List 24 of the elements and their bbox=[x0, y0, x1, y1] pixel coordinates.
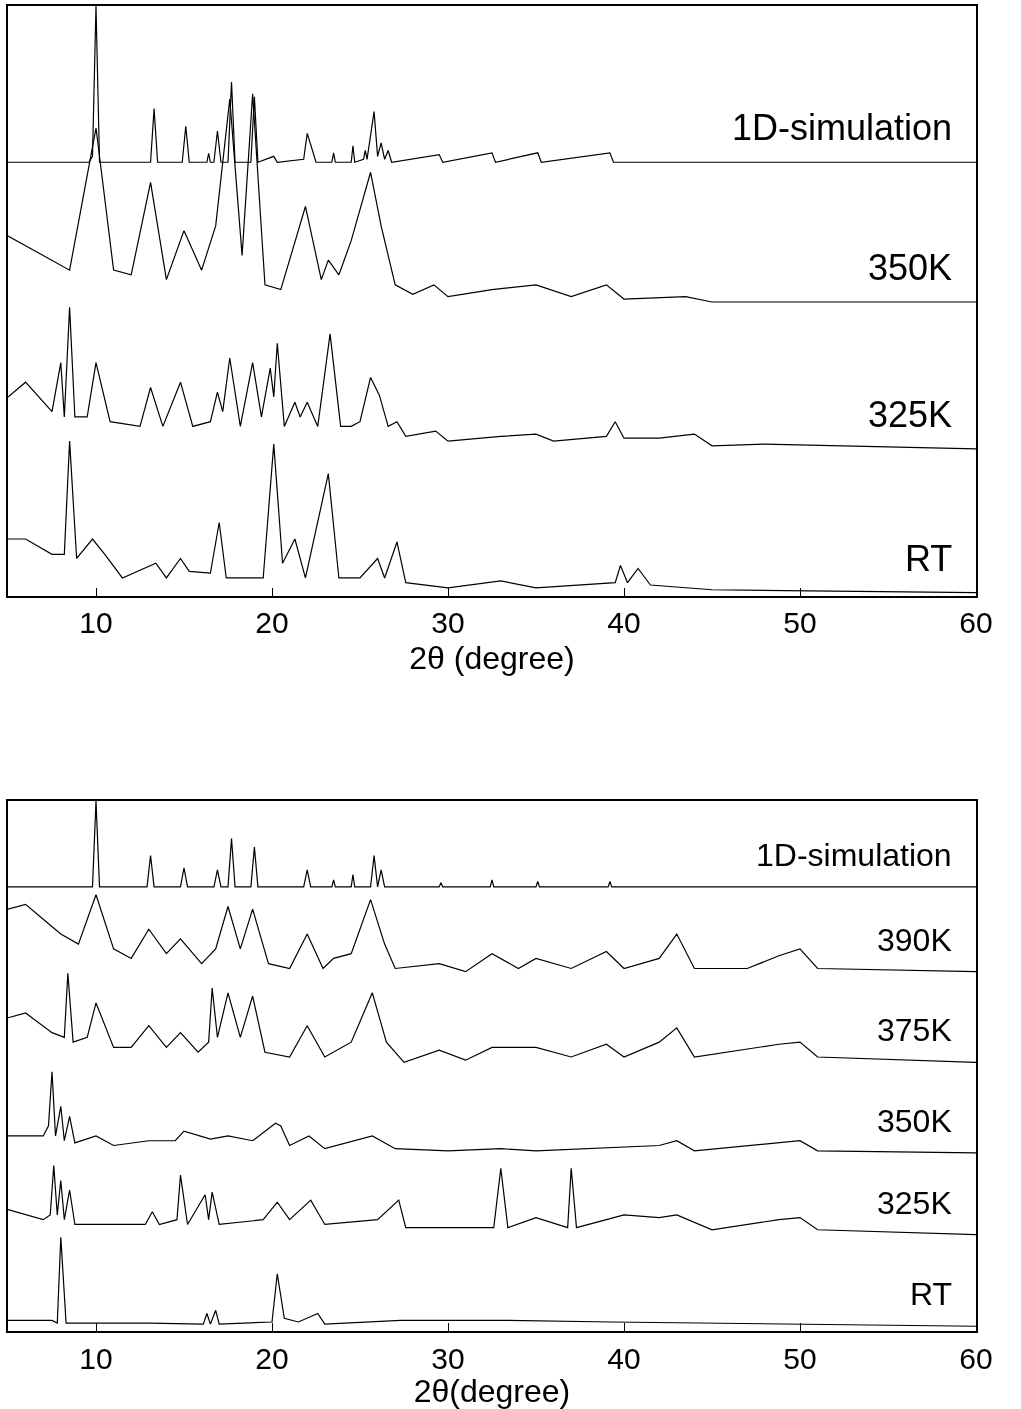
x-tick-label: 10 bbox=[79, 1341, 113, 1375]
series-label: 325K bbox=[877, 1185, 952, 1221]
series-label: 325K bbox=[868, 394, 953, 435]
series-label: 1D-simulation bbox=[732, 107, 953, 148]
x-tick-label: 30 bbox=[431, 606, 465, 640]
series-label: RT bbox=[905, 538, 953, 579]
x-axis-title: 2θ(degree) bbox=[413, 1373, 571, 1409]
series-label: 350K bbox=[868, 247, 953, 288]
x-tick-label: 20 bbox=[255, 1341, 289, 1375]
series-label: 1D-simulation bbox=[756, 837, 952, 873]
x-axis-title: 2θ (degree) bbox=[409, 639, 575, 676]
x-tick-label: 50 bbox=[783, 606, 817, 640]
x-tick-label: 40 bbox=[607, 1341, 641, 1375]
x-tick-label: 40 bbox=[607, 606, 641, 640]
series-label: 390K bbox=[877, 922, 952, 958]
x-tick-label: 50 bbox=[783, 1341, 817, 1375]
x-tick-label: 20 bbox=[255, 606, 289, 640]
series-label: RT bbox=[910, 1276, 953, 1312]
x-tick-label: 30 bbox=[431, 1341, 465, 1375]
x-tick-label: 60 bbox=[959, 1341, 993, 1375]
series-label: 375K bbox=[877, 1012, 952, 1048]
x-tick-label: 60 bbox=[959, 606, 993, 640]
series-label: 350K bbox=[877, 1103, 952, 1139]
x-tick-label: 10 bbox=[79, 606, 113, 640]
